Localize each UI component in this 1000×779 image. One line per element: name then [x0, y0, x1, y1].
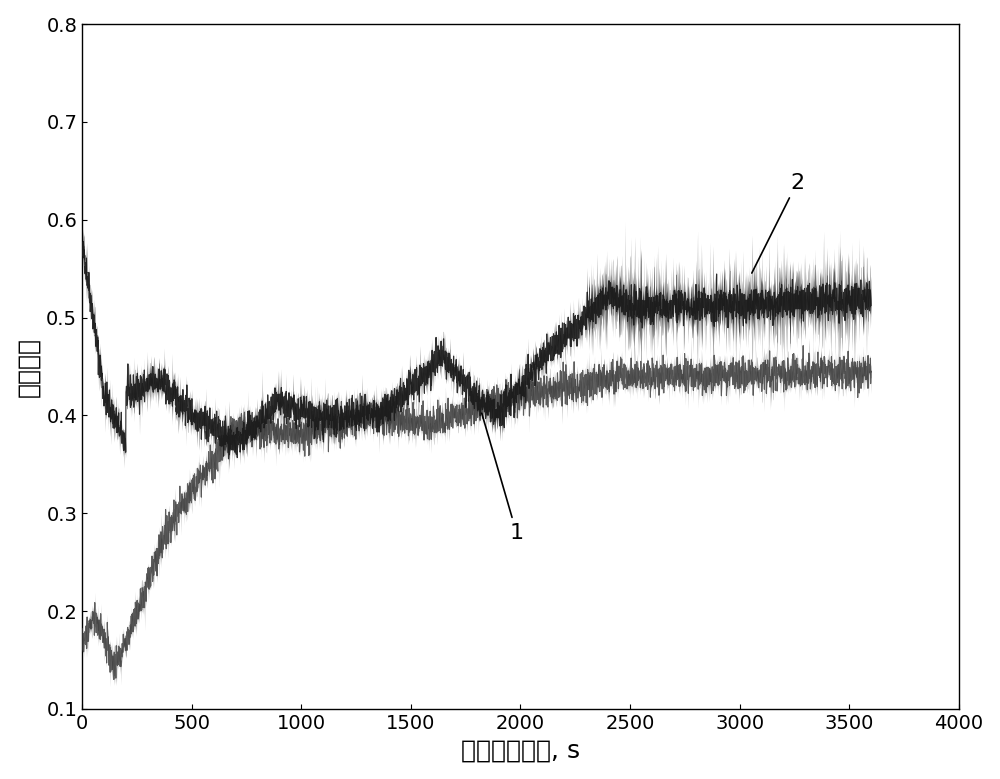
- Text: 2: 2: [752, 173, 804, 273]
- Y-axis label: 摩擦系数: 摩擦系数: [17, 337, 41, 397]
- X-axis label: 滑动磨损时间, s: 滑动磨损时间, s: [461, 738, 580, 763]
- Text: 1: 1: [482, 413, 524, 543]
